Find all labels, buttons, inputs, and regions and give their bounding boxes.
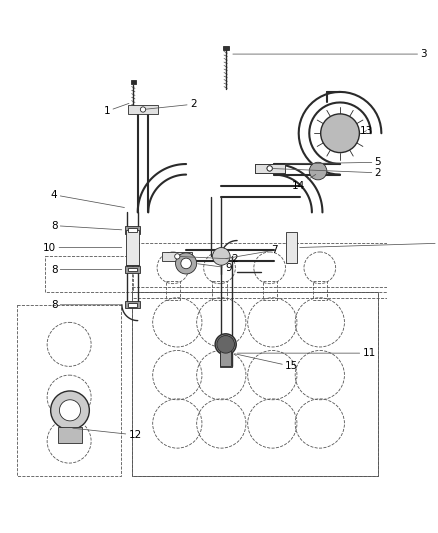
Circle shape [60,400,81,421]
Text: 2: 2 [180,254,238,264]
Text: 14: 14 [292,174,316,191]
Bar [126,230,138,265]
Circle shape [267,166,272,171]
Bar [220,349,231,366]
Text: 11: 11 [237,348,376,358]
Text: 2: 2 [146,99,197,109]
Bar [17,305,121,477]
Text: 5: 5 [286,157,381,167]
Bar [131,80,136,84]
Bar [128,105,158,114]
Bar [255,164,285,173]
Bar [58,427,82,443]
Bar [286,232,297,263]
Circle shape [215,334,236,355]
Bar [128,268,137,271]
Text: 2: 2 [272,168,381,178]
Bar [131,292,378,477]
Text: 8: 8 [51,300,122,310]
Circle shape [51,391,89,430]
Text: 13: 13 [360,126,373,135]
Bar [212,281,226,301]
Bar [124,301,140,308]
Circle shape [309,162,327,180]
Circle shape [212,248,230,265]
Bar [128,303,137,306]
Bar [162,252,192,261]
Text: 15: 15 [235,354,298,372]
Text: 10: 10 [43,243,122,253]
Bar [131,243,387,292]
Text: 9: 9 [198,263,232,273]
Text: 8: 8 [51,221,122,231]
Bar [46,256,133,292]
Text: 1: 1 [104,103,129,116]
Bar [166,281,180,301]
Circle shape [217,336,234,353]
Circle shape [175,254,180,259]
Bar [131,287,387,298]
Bar [313,281,327,301]
Circle shape [321,114,360,152]
Circle shape [267,166,272,171]
Bar [263,281,277,301]
Circle shape [140,107,146,112]
Bar [131,292,378,477]
Text: 3: 3 [233,49,427,59]
Bar [124,266,140,273]
Bar [219,339,232,367]
Circle shape [181,258,191,269]
Bar [124,227,140,233]
Text: 6: 6 [300,238,438,248]
Text: 12: 12 [73,428,142,440]
Text: 8: 8 [51,264,122,274]
Text: 7: 7 [226,245,277,259]
Bar [223,46,229,50]
Bar [128,228,137,232]
Bar [255,164,285,173]
Circle shape [176,253,197,274]
Text: 4: 4 [51,190,124,207]
